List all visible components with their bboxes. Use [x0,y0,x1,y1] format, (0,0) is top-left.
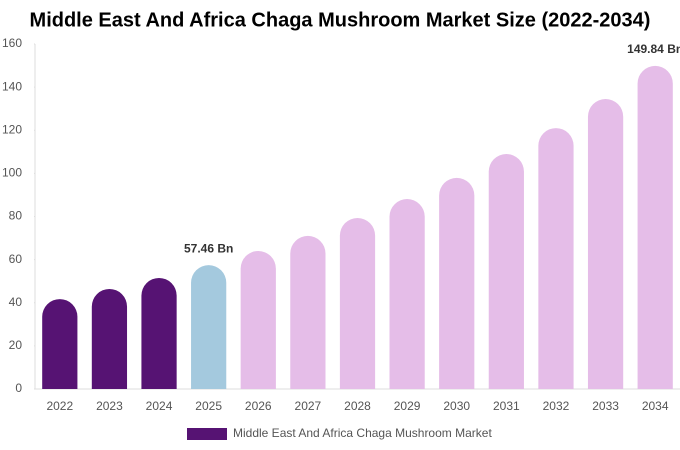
x-tick-label: 2027 [295,399,322,413]
bar [538,128,574,389]
x-tick-label: 2022 [46,399,73,413]
y-tick-label: 20 [9,338,23,352]
x-tick-label: 2031 [493,399,520,413]
bar [339,218,376,389]
x-tick-label: 2033 [592,399,619,413]
y-tick-label: 0 [15,381,22,395]
bar [587,98,624,389]
legend-label: Middle East And Africa Chaga Mushroom Ma… [233,426,492,440]
bar [42,299,78,389]
y-tick-label: 60 [9,252,23,266]
bar [389,199,425,389]
x-tick-label: 2025 [195,399,222,413]
bar [91,288,128,389]
y-tick-label: 160 [2,36,22,50]
y-tick-label: 100 [2,166,22,180]
bar [488,153,524,389]
x-tick-label: 2034 [642,399,669,413]
y-tick-label: 40 [9,295,23,309]
x-tick-label: 2029 [394,399,421,413]
x-tick-label: 2032 [543,399,570,413]
bar [439,177,475,389]
y-tick-label: 120 [2,122,22,136]
bar [141,277,177,389]
chart-title: Middle East And Africa Chaga Mushroom Ma… [30,9,651,31]
x-tick-label: 2024 [146,399,173,413]
bar [637,65,673,389]
bar [290,235,326,389]
x-tick-label: 2030 [443,399,470,413]
bar [240,251,276,389]
legend-swatch [187,428,227,440]
y-tick-label: 80 [9,209,23,223]
bar [191,265,227,389]
x-tick-label: 2023 [96,399,123,413]
y-tick-label: 140 [2,79,22,93]
x-tick-label: 2026 [245,399,272,413]
value-label: 149.84 Bn [627,42,680,56]
value-label: 57.46 Bn [184,241,233,255]
x-tick-label: 2028 [344,399,371,413]
